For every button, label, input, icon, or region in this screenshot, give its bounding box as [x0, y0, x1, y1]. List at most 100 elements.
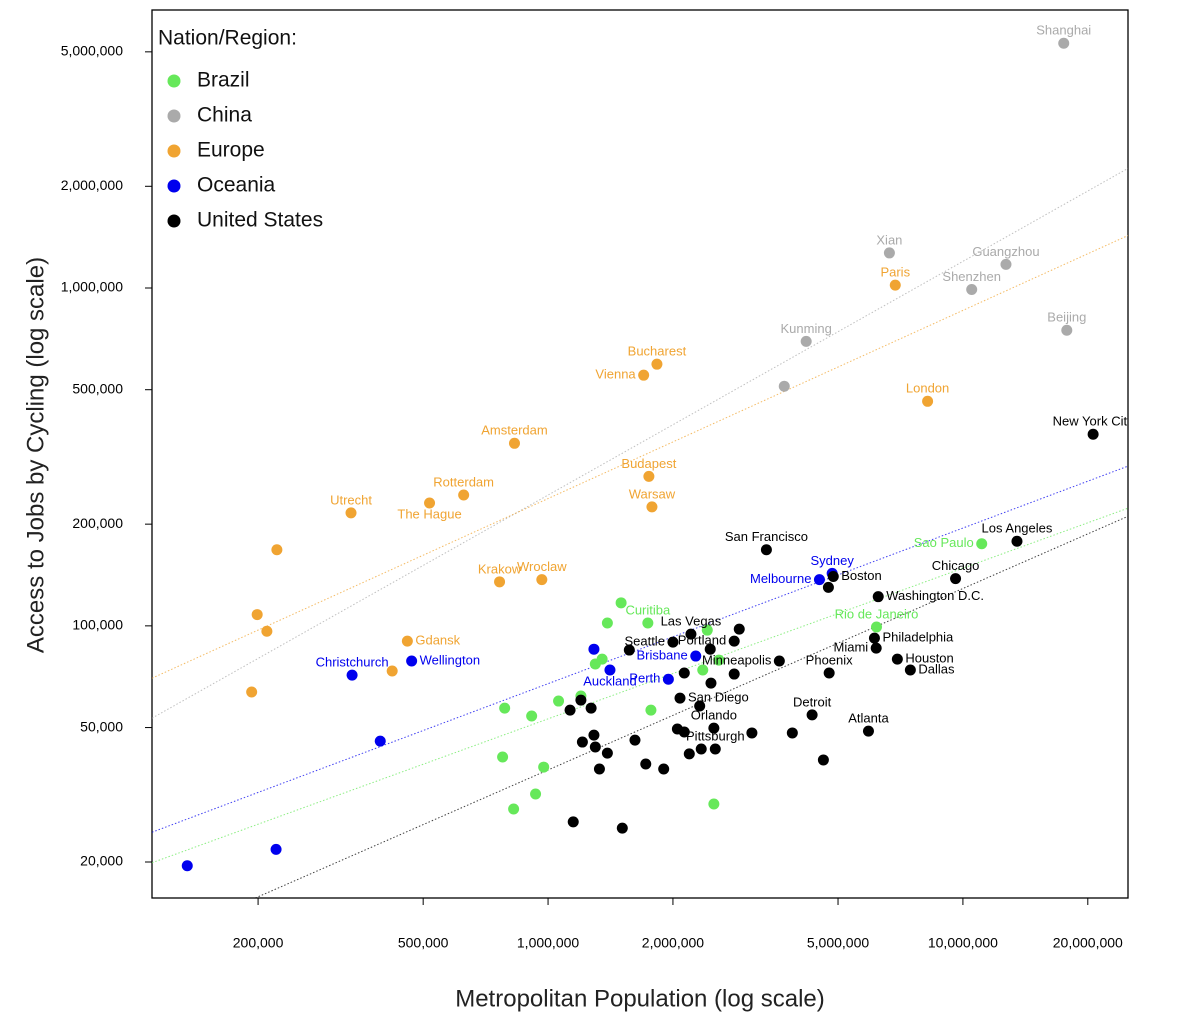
point	[976, 538, 988, 550]
point-label: Warsaw	[629, 486, 676, 501]
point	[870, 621, 882, 633]
point	[345, 507, 357, 519]
point-label: Chicago	[932, 558, 980, 573]
point-label: Washington D.C.	[886, 588, 984, 603]
point	[589, 658, 601, 670]
point	[567, 816, 579, 828]
point-label: Krakow	[478, 561, 522, 576]
point-label: Orlando	[691, 708, 737, 723]
point	[806, 709, 818, 721]
point	[623, 644, 635, 656]
point	[499, 702, 511, 714]
x-tick-label: 2,000,000	[642, 935, 704, 951]
point	[891, 653, 903, 665]
y-tick-label: 100,000	[72, 617, 123, 633]
point	[872, 591, 884, 603]
point-label: Rio de Janeiro	[835, 606, 919, 621]
y-tick-label: 1,000,000	[61, 279, 123, 295]
point-label: Shanghai	[1036, 23, 1091, 38]
legend-title: Nation/Region:	[158, 27, 297, 50]
point	[662, 673, 674, 685]
point-label: Christchurch	[316, 655, 389, 670]
point	[1058, 37, 1070, 49]
point	[733, 623, 745, 635]
point	[458, 489, 470, 501]
point-label: Las Vegas	[661, 614, 722, 629]
point	[615, 597, 627, 609]
point	[701, 624, 713, 636]
point	[270, 843, 282, 855]
point-label: Kunming	[781, 321, 832, 336]
trend-lines	[152, 167, 1128, 898]
plot-frame	[151, 9, 1129, 899]
point	[564, 704, 576, 716]
point-label: The Hague	[397, 506, 461, 521]
point-label: Utrecht	[330, 492, 372, 507]
trend-line	[152, 167, 1128, 719]
point	[588, 643, 600, 655]
point	[424, 497, 436, 509]
point	[530, 788, 542, 800]
point	[708, 722, 720, 734]
point	[678, 726, 690, 738]
point-label: Portland	[678, 633, 726, 648]
point	[760, 544, 772, 556]
point	[494, 576, 506, 588]
point-label: Atlanta	[848, 711, 889, 726]
x-tick-label: 500,000	[398, 935, 449, 951]
y-tick-label: 200,000	[72, 515, 123, 531]
point	[922, 395, 934, 407]
point-label: Minneapolis	[702, 652, 772, 667]
legend-label: China	[197, 104, 252, 127]
x-tick-label: 1,000,000	[517, 935, 579, 951]
point-label: Wellington	[420, 652, 480, 667]
point-label: Rotterdam	[433, 474, 494, 489]
legend-marker	[167, 109, 181, 123]
point	[638, 369, 650, 381]
point	[695, 743, 707, 755]
point	[374, 735, 386, 747]
point-labels: Sao Paulo Rio de Janeiro Curitiba Shanghai X…	[316, 23, 1134, 744]
point	[746, 727, 758, 739]
point	[868, 632, 880, 644]
point	[508, 803, 520, 815]
point-label: Bucharest	[628, 344, 687, 359]
trend-line	[152, 465, 1128, 833]
point	[778, 380, 790, 392]
point	[616, 822, 628, 834]
x-tick-label: 5,000,000	[807, 935, 869, 951]
y-tick-label: 500,000	[72, 380, 123, 396]
point	[1087, 428, 1099, 440]
point-label: Budapest	[621, 456, 676, 471]
point	[604, 664, 616, 676]
point	[713, 654, 725, 666]
point	[386, 665, 398, 677]
legend-label: Europe	[197, 139, 265, 162]
point	[181, 860, 193, 872]
point	[538, 761, 550, 773]
point-label: Philadelphia	[882, 630, 954, 645]
point	[536, 574, 548, 586]
point	[674, 692, 686, 704]
point	[261, 625, 273, 637]
point	[813, 574, 825, 586]
point	[651, 358, 663, 370]
point	[575, 694, 587, 706]
point	[645, 704, 657, 716]
trend-line	[255, 515, 1128, 898]
point	[683, 748, 695, 760]
legend-label: Brazil	[197, 69, 250, 92]
point	[1000, 258, 1012, 270]
point	[585, 702, 597, 714]
point-label: Xian	[876, 232, 902, 247]
legend-marker	[167, 74, 181, 88]
x-tick-label: 10,000,000	[928, 935, 998, 951]
point-label: New York City	[1053, 414, 1134, 429]
point	[1011, 535, 1023, 547]
point-label: Shenzhen	[942, 269, 1001, 284]
y-axis-title: Access to Jobs by Cycling (log scale)	[22, 257, 49, 653]
point-label: Beijing	[1047, 310, 1086, 325]
point	[246, 686, 258, 698]
point	[709, 743, 721, 755]
